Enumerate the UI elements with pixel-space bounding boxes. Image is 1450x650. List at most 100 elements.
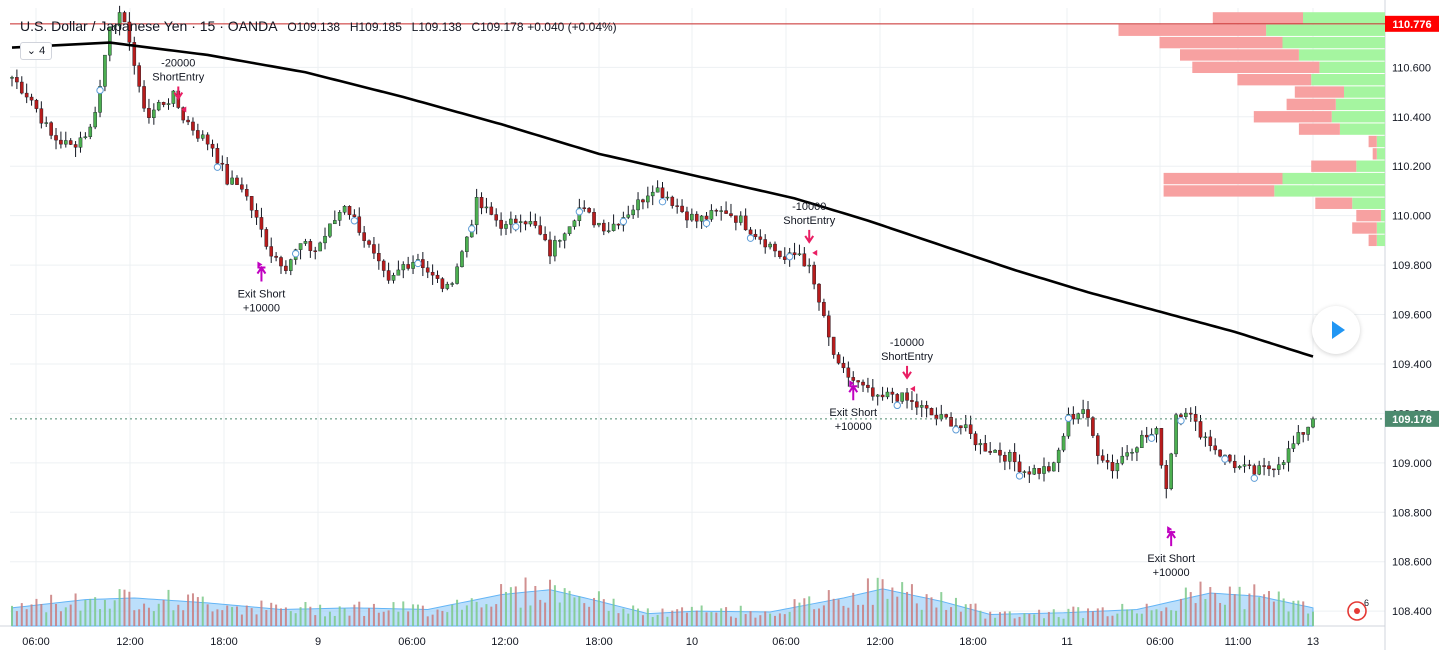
volume-bar [280, 608, 283, 626]
alerts-count: 6 [1364, 598, 1370, 608]
candle-down [1213, 445, 1217, 451]
volume-bar [382, 611, 385, 626]
candle-up [557, 240, 562, 242]
volume-bar [1131, 609, 1134, 626]
volume-bar [534, 585, 537, 626]
candle-up [1169, 453, 1173, 489]
candle-up [597, 222, 601, 226]
candle-down [543, 234, 547, 241]
candle-down [1179, 414, 1183, 417]
chevron-down-icon: ⌄ [26, 45, 37, 57]
candle-down [513, 218, 518, 223]
price-tick-label: 109.400 [1392, 359, 1432, 371]
event-circle-marker [785, 252, 794, 261]
volume-bar [84, 600, 87, 626]
volume-profile-down-bar [1311, 160, 1357, 172]
candle-up [64, 140, 68, 145]
candle-up [1291, 443, 1296, 449]
ohlc-change: +0.040 (+0.04%) [527, 20, 617, 34]
candle-down [1301, 432, 1306, 435]
ohlc-open: O109.138 [287, 20, 341, 34]
candle-down [499, 219, 503, 229]
symbol-title[interactable]: U.S. Dollar / Japanese Yen · 15 · OANDA [20, 18, 278, 34]
volume-bar [764, 611, 767, 626]
volume-bar [20, 603, 23, 626]
candle-down [49, 122, 53, 136]
volume-bar [558, 602, 561, 626]
volume-bar [289, 611, 292, 626]
volume-bar [818, 608, 821, 626]
ohlc-high: H109.185 [349, 20, 402, 34]
volume-profile-down-bar [1368, 234, 1377, 247]
volume-bar [1033, 614, 1036, 626]
volume-profile-up-bar [1376, 234, 1385, 247]
candle-up [445, 283, 450, 289]
candle-down [435, 274, 440, 279]
volume-bar [1008, 611, 1011, 626]
candle-down [685, 211, 689, 221]
volume-bar [666, 616, 669, 626]
volume-bar [103, 599, 106, 626]
volume-profile-down-bar [1159, 36, 1283, 49]
event-circle-marker [1250, 474, 1259, 482]
volume-bar [705, 612, 708, 626]
volume-bar [773, 615, 776, 626]
volume-bar [1307, 613, 1310, 626]
volume-bar [754, 617, 757, 626]
candle-down [959, 425, 963, 429]
candle-down [386, 270, 391, 281]
volume-bar [1287, 611, 1290, 626]
candle-up [396, 269, 401, 276]
volume-bar [1263, 594, 1266, 626]
price-tick-label: 108.800 [1392, 507, 1432, 519]
candle-up [562, 233, 567, 241]
volume-bar [1101, 607, 1104, 626]
volume-profile-up-bar [1335, 98, 1385, 111]
candle-down [988, 451, 992, 453]
candle-down [137, 65, 141, 87]
volume-bar [69, 604, 72, 626]
volume-bar [994, 617, 997, 626]
candle-down [523, 221, 528, 225]
candle-down [308, 241, 313, 251]
candle-down [357, 216, 362, 233]
candle-down [826, 315, 831, 338]
price-tick-label: 110.600 [1392, 62, 1431, 74]
volume-profile-down-bar [1298, 123, 1340, 135]
target-icon[interactable] [1346, 600, 1368, 622]
volume-profile-up-bar [1380, 209, 1385, 222]
volume-bar [935, 607, 938, 626]
volume-bar [637, 608, 640, 626]
volume-bar [1160, 611, 1163, 626]
volume-bar [676, 609, 679, 626]
volume-bar [59, 611, 62, 626]
candle-down [1262, 465, 1266, 467]
volume-bar [294, 613, 297, 626]
volume-bar [700, 605, 703, 626]
volume-bar [519, 607, 522, 626]
exit-fill-marker-icon [257, 261, 263, 268]
volume-bar [896, 596, 899, 626]
candle-down [856, 380, 860, 383]
replay-play-button[interactable] [1312, 306, 1360, 354]
volume-bar [989, 611, 992, 626]
volume-bar [793, 599, 796, 626]
candle-down [831, 336, 836, 355]
volume-bar [803, 598, 806, 626]
volume-bar [837, 599, 840, 626]
volume-bar [157, 603, 160, 626]
candle-up [1066, 414, 1071, 437]
volume-bar [891, 587, 894, 626]
event-circle-marker [893, 401, 901, 410]
indicators-collapse-button[interactable]: ⌄ 4 [20, 42, 52, 60]
candle-down [670, 196, 675, 206]
volume-bar [74, 593, 77, 626]
candle-up [411, 262, 415, 269]
volume-bar [250, 608, 253, 626]
volume-bar [235, 606, 238, 626]
candle-down [347, 206, 352, 215]
candle-down [905, 392, 909, 401]
volume-bar [25, 609, 28, 626]
volume-bar [974, 603, 977, 626]
